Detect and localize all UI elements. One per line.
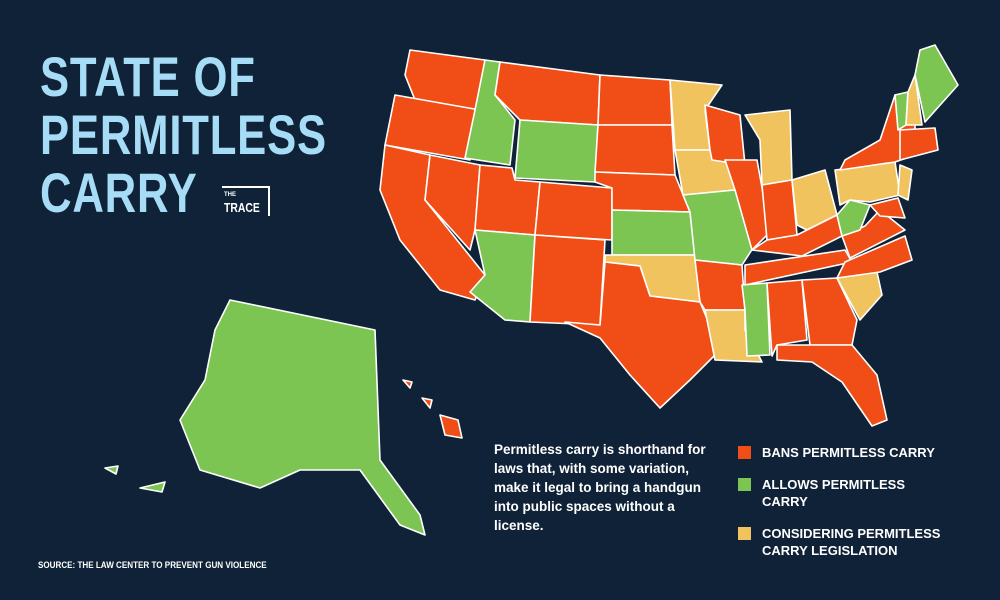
- state: [801, 277, 858, 346]
- state: [914, 44, 959, 123]
- legend-label: CONSIDERING PERMITLESS CARRY LEGISLATION: [762, 526, 941, 558]
- description: Permitless carry is shorthand for laws t…: [494, 442, 706, 533]
- alaska-island: [139, 481, 166, 493]
- state: [704, 104, 746, 166]
- source: SOURCE: THE LAW CENTER TO PREVENT GUN VI…: [38, 560, 267, 571]
- title-line: CARRY: [40, 161, 198, 224]
- state: [741, 282, 771, 357]
- legend-swatch: [738, 446, 751, 459]
- state: [694, 259, 746, 311]
- state: [594, 124, 676, 176]
- alaska-island: [104, 465, 119, 475]
- state: [766, 279, 808, 357]
- title: STATE OF PERMITLESS CARRY: [40, 48, 327, 222]
- state: [836, 199, 871, 237]
- legend-label: ALLOWS PERMITLESS CARRY: [762, 477, 905, 509]
- legend-item: ALLOWS PERMITLESS CARRY: [738, 476, 952, 510]
- state: [897, 164, 913, 201]
- state: [597, 74, 673, 126]
- state: [424, 154, 481, 251]
- logo-small: THE: [224, 192, 236, 198]
- legend-label: BANS PERMITLESS CARRY: [762, 445, 935, 460]
- state: [564, 261, 721, 409]
- state: [611, 209, 696, 256]
- legend-swatch: [738, 527, 751, 540]
- states: [104, 44, 959, 536]
- hawaii: [439, 414, 463, 439]
- legend: BANS PERMITLESS CARRY ALLOWS PERMITLESS C…: [738, 444, 978, 574]
- legend-swatch: [738, 478, 751, 491]
- state: [869, 197, 906, 219]
- alaska: [179, 299, 426, 536]
- state: [761, 179, 798, 241]
- state: [905, 74, 923, 126]
- state: [724, 159, 771, 251]
- title-line: STATE OF: [40, 45, 256, 108]
- logo: THE TRACE: [222, 186, 270, 216]
- logo-large: TRACE: [224, 200, 260, 215]
- hawaii: [402, 379, 413, 389]
- state: [776, 344, 888, 427]
- hawaii: [421, 397, 433, 409]
- state: [384, 94, 481, 161]
- state: [534, 181, 613, 241]
- legend-item: CONSIDERING PERMITLESS CARRY LEGISLATION: [738, 525, 952, 559]
- state: [529, 234, 606, 326]
- legend-item: BANS PERMITLESS CARRY: [738, 444, 952, 461]
- state: [514, 119, 599, 183]
- state: [751, 214, 843, 257]
- state: [899, 127, 939, 161]
- title-line: PERMITLESS: [40, 103, 327, 166]
- state: [836, 235, 913, 279]
